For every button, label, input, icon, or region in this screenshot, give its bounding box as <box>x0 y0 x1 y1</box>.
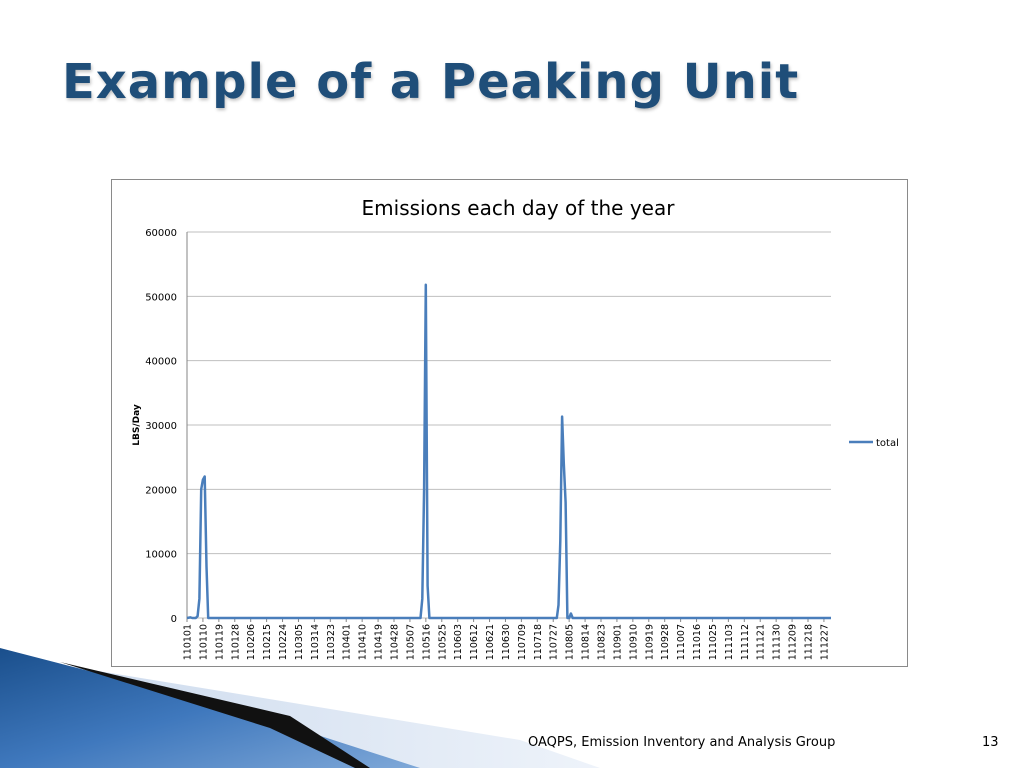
y-axis-label: LBS/Day <box>132 404 142 446</box>
x-tick-label: 111130 <box>772 624 783 660</box>
x-tick-label: 110110 <box>198 624 209 660</box>
swoosh-black <box>60 662 370 768</box>
series-group <box>186 283 831 620</box>
x-tick-label: 111209 <box>788 624 799 660</box>
x-tick-label: 111007 <box>676 624 687 660</box>
emissions-chart: Emissions each day of the year LBS/Day 0… <box>132 196 899 660</box>
y-tick-label: 0 <box>171 614 177 625</box>
x-tick-label: 110428 <box>390 624 401 660</box>
x-tick-label: 110919 <box>644 624 655 660</box>
x-tick-label: 110419 <box>374 624 385 660</box>
y-tick-label: 30000 <box>145 421 177 432</box>
x-tick-label: 110525 <box>437 624 448 660</box>
x-tick-label: 111112 <box>740 624 751 660</box>
x-tick-label: 110206 <box>246 624 257 660</box>
x-tick-label: 110928 <box>660 624 671 660</box>
x-tick-label: 111121 <box>756 624 767 660</box>
x-tick-label: 111016 <box>692 624 703 660</box>
x-tick-label: 110410 <box>358 624 369 660</box>
slide-title: Example of a Peaking Unit <box>62 54 800 110</box>
x-tick-label: 110823 <box>597 624 608 660</box>
x-tick-label: 110224 <box>278 624 289 660</box>
x-tick-label: 110814 <box>581 624 592 660</box>
x-tick-labels: 110101 110110 110119 110128 110206 110215 1102… <box>183 618 830 660</box>
legend: total <box>849 438 899 449</box>
x-tick-label: 110314 <box>310 624 321 660</box>
y-tick-labels: 0 10000 20000 30000 40000 50000 60000 <box>145 228 177 625</box>
page-number: 13 <box>982 735 999 750</box>
y-tick-label: 40000 <box>145 357 177 368</box>
x-tick-label: 111103 <box>724 624 735 660</box>
x-tick-label: 110718 <box>533 624 544 660</box>
x-tick-label: 110805 <box>565 624 576 660</box>
x-tick-label: 111227 <box>819 624 830 660</box>
chart-title: Emissions each day of the year <box>362 196 676 220</box>
y-tick-label: 20000 <box>145 485 177 496</box>
x-tick-label: 110910 <box>628 624 639 660</box>
x-tick-label: 110119 <box>214 624 225 660</box>
footer-text: OAQPS, Emission Inventory and Analysis G… <box>528 735 836 750</box>
y-tick-label: 10000 <box>145 550 177 561</box>
x-tick-label: 110612 <box>469 624 480 660</box>
x-tick-label: 110727 <box>549 624 560 660</box>
x-tick-label: 111025 <box>708 624 719 660</box>
x-tick-label: 110630 <box>501 624 512 660</box>
x-tick-label: 110215 <box>262 624 273 660</box>
x-tick-label: 110101 <box>183 624 194 660</box>
series-line-total <box>186 283 831 620</box>
y-tick-label: 60000 <box>145 228 177 239</box>
y-tick-label: 50000 <box>145 292 177 303</box>
x-tick-label: 110128 <box>230 624 241 660</box>
x-tick-label: 110621 <box>485 624 496 660</box>
x-tick-label: 110507 <box>405 624 416 660</box>
x-tick-label: 110305 <box>294 624 305 660</box>
x-tick-label: 110323 <box>326 624 337 660</box>
x-tick-label: 110603 <box>453 624 464 660</box>
x-tick-label: 110516 <box>421 624 432 660</box>
chart-frame: Emissions each day of the year LBS/Day 0… <box>111 179 908 667</box>
x-tick-label: 110709 <box>517 624 528 660</box>
x-tick-label: 110901 <box>612 624 623 660</box>
x-tick-label: 111218 <box>804 624 815 660</box>
legend-label-total: total <box>876 438 899 449</box>
x-tick-label: 110401 <box>342 624 353 660</box>
